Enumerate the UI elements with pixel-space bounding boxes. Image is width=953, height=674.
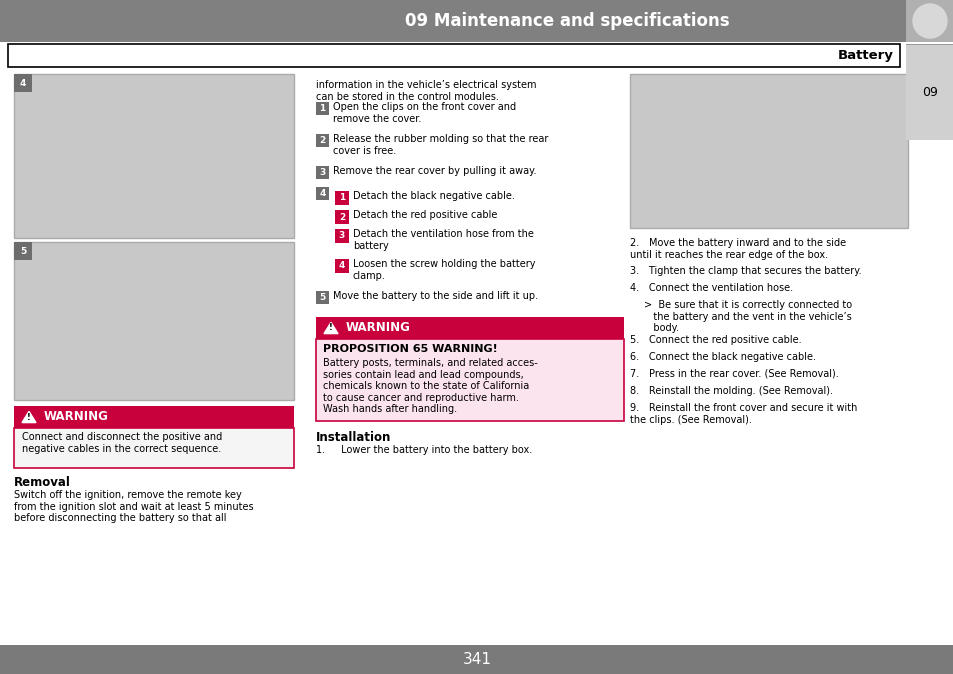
Text: 6. Connect the black negative cable.: 6. Connect the black negative cable. [629, 352, 815, 362]
Text: 3: 3 [338, 231, 345, 241]
Text: Battery posts, terminals, and related acces-
sories contain lead and lead compou: Battery posts, terminals, and related ac… [323, 358, 537, 415]
Text: 1.   Lower the battery into the battery box.: 1. Lower the battery into the battery bo… [315, 445, 532, 455]
Circle shape [912, 4, 946, 38]
Text: Switch off the ignition, remove the remote key
from the ignition slot and wait a: Switch off the ignition, remove the remo… [14, 490, 253, 523]
Bar [14, 74, 32, 92]
Bar [8, 44, 899, 67]
Bar [905, 0, 953, 42]
Text: 1: 1 [319, 104, 325, 113]
Bar [315, 291, 329, 304]
Text: 3. Tighten the clamp that secures the battery.: 3. Tighten the clamp that secures the ba… [629, 266, 861, 276]
Text: 1: 1 [338, 193, 345, 202]
Text: 4: 4 [319, 189, 325, 198]
Text: 5: 5 [20, 247, 26, 255]
Bar [335, 229, 349, 243]
Text: 4. Connect the ventilation hose.: 4. Connect the ventilation hose. [629, 283, 792, 293]
Bar [629, 74, 907, 228]
Text: PROPOSITION 65 WARNING!: PROPOSITION 65 WARNING! [323, 344, 497, 354]
Text: Detach the ventilation hose from the
battery: Detach the ventilation hose from the bat… [353, 229, 534, 251]
Text: WARNING: WARNING [346, 321, 411, 334]
Bar [14, 242, 294, 400]
Text: Connect and disconnect the positive and
negative cables in the correct sequence.: Connect and disconnect the positive and … [22, 432, 222, 454]
Polygon shape [324, 322, 337, 334]
Text: 4: 4 [338, 262, 345, 270]
Text: 341: 341 [462, 652, 491, 667]
Bar [315, 166, 329, 179]
Bar [0, 0, 953, 42]
Polygon shape [22, 411, 36, 423]
Text: 09 Maintenance and specifications: 09 Maintenance and specifications [404, 12, 728, 30]
Text: WARNING: WARNING [44, 410, 109, 423]
Bar [335, 191, 349, 205]
Text: 8. Reinstall the molding. (See Removal).: 8. Reinstall the molding. (See Removal). [629, 386, 832, 396]
Text: Installation: Installation [315, 431, 391, 444]
Text: 2: 2 [319, 136, 325, 145]
Text: 09: 09 [922, 86, 937, 98]
Text: Remove the rear cover by pulling it away.: Remove the rear cover by pulling it away… [333, 166, 536, 176]
Text: 2: 2 [338, 212, 345, 222]
Text: Detach the black negative cable.: Detach the black negative cable. [353, 191, 515, 201]
Text: 2. Move the battery inward and to the side
until it reaches the rear edge of the: 2. Move the battery inward and to the si… [629, 238, 845, 259]
Bar [14, 74, 294, 238]
Text: Open the clips on the front cover and
remove the cover.: Open the clips on the front cover and re… [333, 102, 516, 123]
Bar [315, 102, 329, 115]
Bar [315, 134, 329, 147]
Text: !: ! [27, 412, 30, 421]
Text: Battery: Battery [838, 49, 893, 61]
Text: !: ! [329, 324, 333, 332]
Bar [905, 44, 953, 45]
Text: Removal: Removal [14, 476, 71, 489]
Text: Move the battery to the side and lift it up.: Move the battery to the side and lift it… [333, 291, 537, 301]
Bar [335, 210, 349, 224]
Text: 5: 5 [319, 293, 325, 302]
Bar [905, 44, 953, 140]
Bar [315, 187, 329, 200]
Bar [315, 339, 623, 421]
Text: 4: 4 [20, 78, 26, 88]
Text: information in the vehicle’s electrical system
can be stored in the control modu: information in the vehicle’s electrical … [315, 80, 536, 102]
Bar [14, 242, 32, 260]
Text: Release the rubber molding so that the rear
cover is free.: Release the rubber molding so that the r… [333, 134, 548, 156]
Bar [14, 406, 294, 428]
Text: 9. Reinstall the front cover and secure it with
the clips. (See Removal).: 9. Reinstall the front cover and secure … [629, 403, 857, 425]
Bar [14, 428, 294, 468]
Text: Detach the red positive cable: Detach the red positive cable [353, 210, 497, 220]
Text: 3: 3 [319, 168, 325, 177]
Text: 5. Connect the red positive cable.: 5. Connect the red positive cable. [629, 335, 801, 345]
Bar [335, 259, 349, 273]
Text: >  Be sure that it is correctly connected to
   the battery and the vent in the : > Be sure that it is correctly connected… [643, 300, 851, 333]
Bar [315, 317, 623, 339]
Text: 7. Press in the rear cover. (See Removal).: 7. Press in the rear cover. (See Removal… [629, 369, 838, 379]
Text: Loosen the screw holding the battery
clamp.: Loosen the screw holding the battery cla… [353, 259, 535, 280]
Bar [0, 645, 953, 674]
